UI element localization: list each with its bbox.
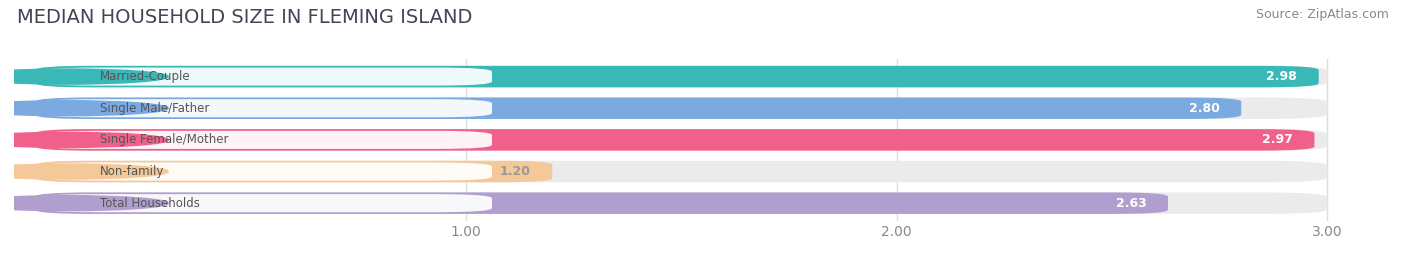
Text: Total Households: Total Households xyxy=(100,197,200,210)
Text: MEDIAN HOUSEHOLD SIZE IN FLEMING ISLAND: MEDIAN HOUSEHOLD SIZE IN FLEMING ISLAND xyxy=(17,8,472,27)
Text: 1.20: 1.20 xyxy=(499,165,531,178)
Text: 2.98: 2.98 xyxy=(1267,70,1298,83)
Text: 2.80: 2.80 xyxy=(1189,102,1220,115)
FancyBboxPatch shape xyxy=(35,66,1319,87)
Text: Single Female/Mother: Single Female/Mother xyxy=(100,133,229,146)
FancyBboxPatch shape xyxy=(35,192,1168,214)
FancyBboxPatch shape xyxy=(35,161,553,182)
Text: 2.97: 2.97 xyxy=(1263,133,1294,146)
Circle shape xyxy=(0,101,169,116)
FancyBboxPatch shape xyxy=(35,97,1327,119)
Text: Source: ZipAtlas.com: Source: ZipAtlas.com xyxy=(1256,8,1389,21)
FancyBboxPatch shape xyxy=(35,97,1241,119)
FancyBboxPatch shape xyxy=(39,162,492,180)
FancyBboxPatch shape xyxy=(35,129,1315,151)
Text: Married-Couple: Married-Couple xyxy=(100,70,191,83)
Circle shape xyxy=(0,196,169,211)
Circle shape xyxy=(0,132,169,147)
FancyBboxPatch shape xyxy=(39,194,492,212)
FancyBboxPatch shape xyxy=(39,131,492,149)
FancyBboxPatch shape xyxy=(35,66,1327,87)
FancyBboxPatch shape xyxy=(35,161,1327,182)
FancyBboxPatch shape xyxy=(35,129,1327,151)
FancyBboxPatch shape xyxy=(39,99,492,117)
Circle shape xyxy=(0,164,169,179)
FancyBboxPatch shape xyxy=(35,192,1327,214)
Text: Single Male/Father: Single Male/Father xyxy=(100,102,209,115)
Text: 2.63: 2.63 xyxy=(1116,197,1146,210)
Circle shape xyxy=(0,69,169,84)
FancyBboxPatch shape xyxy=(39,68,492,86)
Text: Non-family: Non-family xyxy=(100,165,165,178)
